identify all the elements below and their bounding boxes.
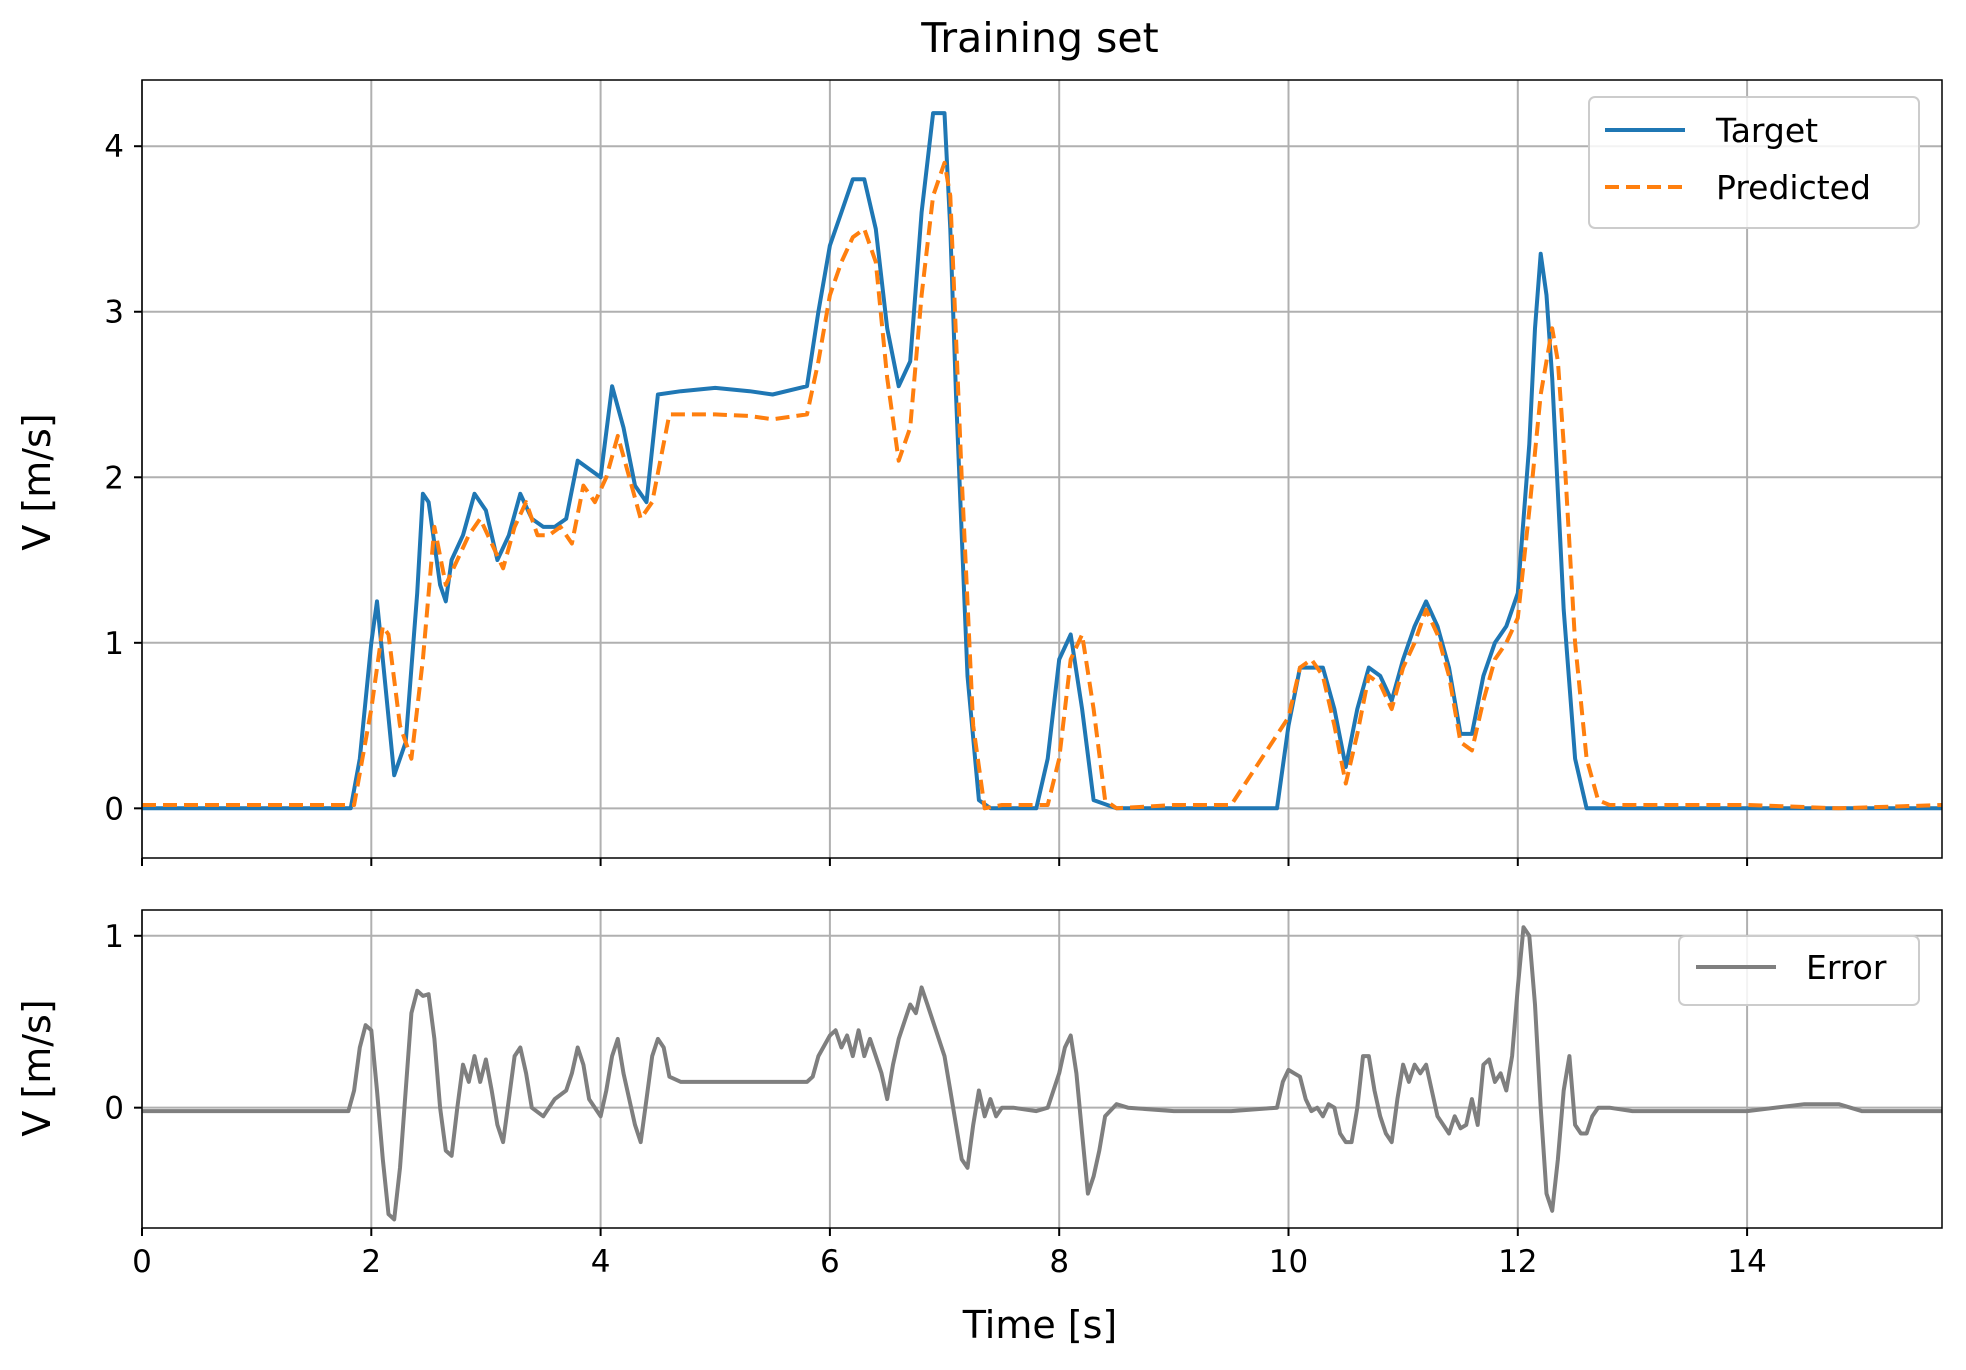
top-y-tick-label: 1 <box>104 626 124 662</box>
bottom-y-tick-label: 1 <box>104 919 124 955</box>
top-legend: Target Predicted <box>1588 96 1920 229</box>
bottom-series <box>142 925 1942 1222</box>
legend-predicted-label: Predicted <box>1716 168 1871 207</box>
chart-title: Training set <box>920 14 1158 62</box>
x-tick-label: 2 <box>361 1244 381 1280</box>
top-y-axis-label: V [m/s] <box>15 413 59 550</box>
legend-target-label: Target <box>1715 111 1818 150</box>
legend-error-label: Error <box>1806 948 1887 987</box>
top-grid <box>141 80 1942 858</box>
x-tick-label: 10 <box>1269 1244 1308 1280</box>
top-series <box>142 111 1943 811</box>
top-y-tick-label: 4 <box>104 129 124 165</box>
x-tick-label: 4 <box>591 1244 611 1280</box>
series-line-target <box>142 111 1942 811</box>
top-y-tick-label: 2 <box>104 460 124 496</box>
bottom-plot-frame <box>141 909 1943 1229</box>
bottom-y-axis-label: V [m/s] <box>15 999 59 1136</box>
top-y-tick-label: 3 <box>104 295 124 331</box>
top-panel: Training set 0 1 2 3 4 V [m/s] Target Predic… <box>15 14 1943 866</box>
top-plot-frame <box>141 79 1943 859</box>
bottom-legend-box <box>1678 935 1920 1006</box>
bottom-ticks: 0 2 4 6 8 10 12 14 0 1 <box>104 919 1767 1280</box>
bottom-y-tick-label: 0 <box>104 1091 124 1127</box>
x-tick-label: 0 <box>132 1244 152 1280</box>
x-tick-label: 14 <box>1727 1244 1766 1280</box>
bottom-legend: Error <box>1678 935 1920 1006</box>
x-tick-label: 8 <box>1049 1244 1069 1280</box>
x-axis-label: Time [s] <box>962 1303 1118 1347</box>
bottom-panel: 0 2 4 6 8 10 12 14 0 1 V [m/s] Time [s] Error <box>15 909 1943 1347</box>
series-line-error <box>142 925 1942 1222</box>
top-y-tick-label: 0 <box>104 791 124 827</box>
x-tick-label: 12 <box>1498 1244 1537 1280</box>
x-tick-label: 6 <box>820 1244 840 1280</box>
series-line-predicted <box>142 160 1943 811</box>
top-ticks: 0 1 2 3 4 <box>104 129 1749 866</box>
